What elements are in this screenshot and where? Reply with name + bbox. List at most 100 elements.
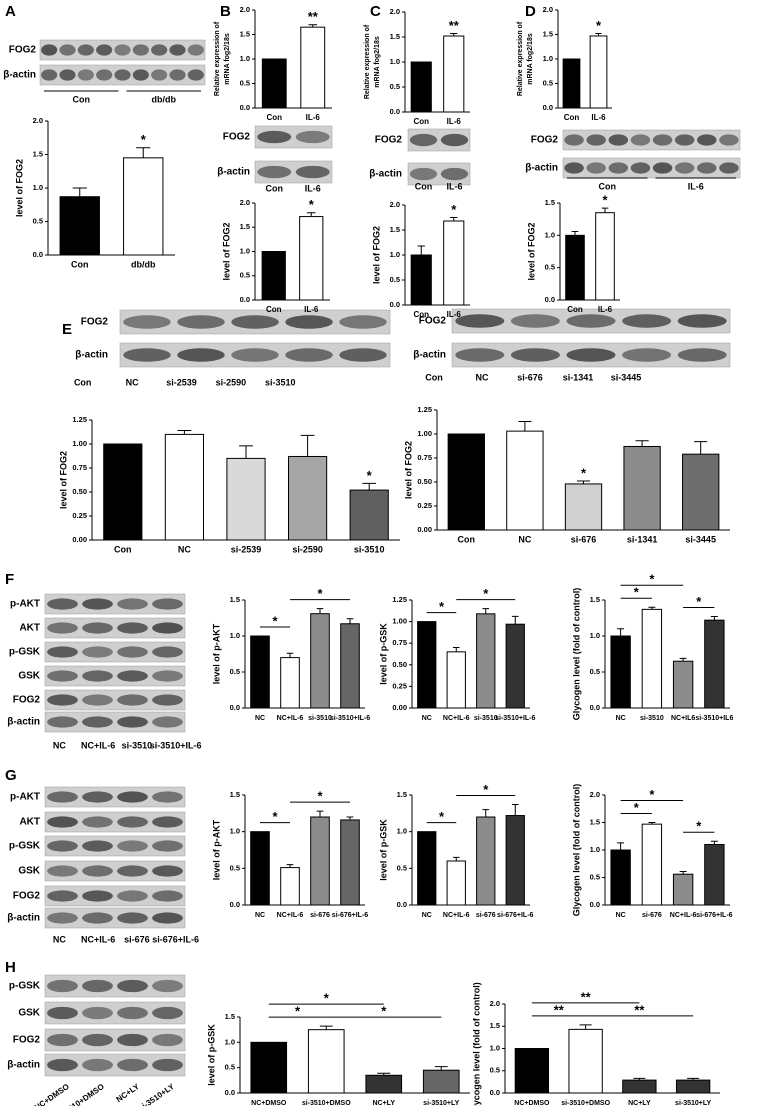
significance-label: * <box>439 599 445 614</box>
blot-strip <box>44 711 186 733</box>
blot-band <box>47 865 78 877</box>
bar <box>564 483 603 531</box>
blot-band <box>82 979 113 993</box>
y-axis-label: level of FOG2 <box>14 159 24 217</box>
error-bar <box>635 440 649 447</box>
x-tick-label: IL-6 <box>591 113 606 122</box>
blot-band <box>47 694 78 706</box>
blot-band <box>231 315 279 329</box>
blot-strip <box>562 129 741 151</box>
x-tick-label: NC+IL-6 <box>277 912 304 919</box>
y-tick-label: 0.0 <box>397 900 407 909</box>
x-tick-label: IL-6 <box>447 310 462 319</box>
y-tick-label: 1.5 <box>240 29 250 38</box>
bar <box>226 457 266 541</box>
blot-strip <box>44 835 186 857</box>
bar <box>307 1029 345 1094</box>
y-tick-label: 0.5 <box>230 863 240 872</box>
blot-row-label: β-actin <box>3 70 36 81</box>
bar <box>340 819 360 906</box>
significance-label: * <box>272 809 278 824</box>
y-tick-label: 0.5 <box>490 1066 500 1075</box>
blot-band <box>231 348 279 362</box>
blot-strip <box>44 617 186 639</box>
significance-label: * <box>483 586 489 601</box>
y-tick-label: 0.50 <box>417 477 432 486</box>
blot-band <box>152 670 183 682</box>
blot-row-label: β-actin <box>413 350 446 361</box>
y-axis-label: level of p-AKT <box>211 623 221 684</box>
blot-band <box>339 315 387 329</box>
bar <box>446 651 466 709</box>
blot-lane-label: Con <box>425 372 443 382</box>
blot-lane-label: si-676 <box>517 372 543 382</box>
y-axis-label: Relative expression of <box>214 21 221 96</box>
error-bar <box>72 187 87 197</box>
blot-band <box>82 912 113 924</box>
blot-band <box>608 134 629 146</box>
blot-row-label: β-actin <box>525 163 558 174</box>
bar <box>476 816 496 906</box>
error-bar <box>300 434 315 457</box>
blot-band <box>41 69 58 81</box>
blot-band <box>455 348 505 362</box>
error-bar <box>518 421 532 432</box>
blot-lane-label: Con <box>74 377 92 387</box>
error-bar <box>316 810 324 817</box>
blot-strip <box>44 907 186 929</box>
x-tick-label: NC <box>178 544 191 554</box>
blot-band <box>82 1006 113 1020</box>
y-tick-label: 1.0 <box>240 54 250 63</box>
blot-band <box>719 134 739 146</box>
blot-band <box>117 694 148 706</box>
blot-band <box>82 716 113 728</box>
panel-letter: B <box>220 3 231 20</box>
significance-label: * <box>581 465 587 480</box>
blot-row-label: p-AKT <box>10 792 40 803</box>
blot-band <box>114 69 131 81</box>
y-tick-label: 2.0 <box>240 198 250 207</box>
bar <box>704 619 725 709</box>
error-bar <box>511 804 519 816</box>
blot-strip <box>44 1028 186 1052</box>
x-tick-label: si-3510 <box>474 715 498 722</box>
blot-band <box>82 1033 113 1047</box>
blot-strip <box>44 974 186 998</box>
blot-band <box>47 1058 78 1072</box>
x-tick-label: si-3510+DMSO <box>302 1100 351 1106</box>
blot-band <box>47 816 78 828</box>
blot-band <box>152 865 183 877</box>
blot-lane-label: NC+LY <box>115 1082 142 1105</box>
y-tick-label: 0.5 <box>545 263 555 272</box>
x-tick-label: NC+DMSO <box>514 1100 550 1106</box>
bar <box>675 1079 711 1094</box>
error-bar <box>239 445 253 459</box>
x-tick-label: NC+IL-6 <box>443 715 470 722</box>
x-tick-label: si-3510+DMSO <box>561 1100 610 1106</box>
blot-band <box>152 890 183 902</box>
blot-row-label: FOG2 <box>531 135 559 146</box>
error-bar <box>511 615 519 625</box>
blot-band <box>440 133 469 147</box>
blot-band <box>169 44 186 56</box>
y-tick-label: 1.5 <box>490 1021 500 1030</box>
y-tick-label: 1.25 <box>72 415 87 424</box>
bar <box>310 816 330 906</box>
blot-row-label: GSK <box>18 1008 40 1019</box>
bar <box>261 58 287 109</box>
blot-band <box>697 134 717 146</box>
blot-band <box>622 314 672 328</box>
panel-letter: E <box>62 321 72 338</box>
error-bar <box>482 809 490 817</box>
y-tick-label: 2.0 <box>490 999 500 1008</box>
x-tick-label: Con <box>413 310 429 319</box>
y-axis-label: level of p-GSK <box>378 819 388 881</box>
blot-band <box>117 1058 148 1072</box>
x-tick-label: Con <box>71 259 89 269</box>
y-tick-label: 2.0 <box>33 116 43 125</box>
blot-band <box>257 130 292 144</box>
blot-band <box>47 598 78 610</box>
x-tick-label: NC <box>255 912 265 919</box>
blot-band <box>566 348 616 362</box>
y-tick-label: 0.5 <box>240 78 250 87</box>
